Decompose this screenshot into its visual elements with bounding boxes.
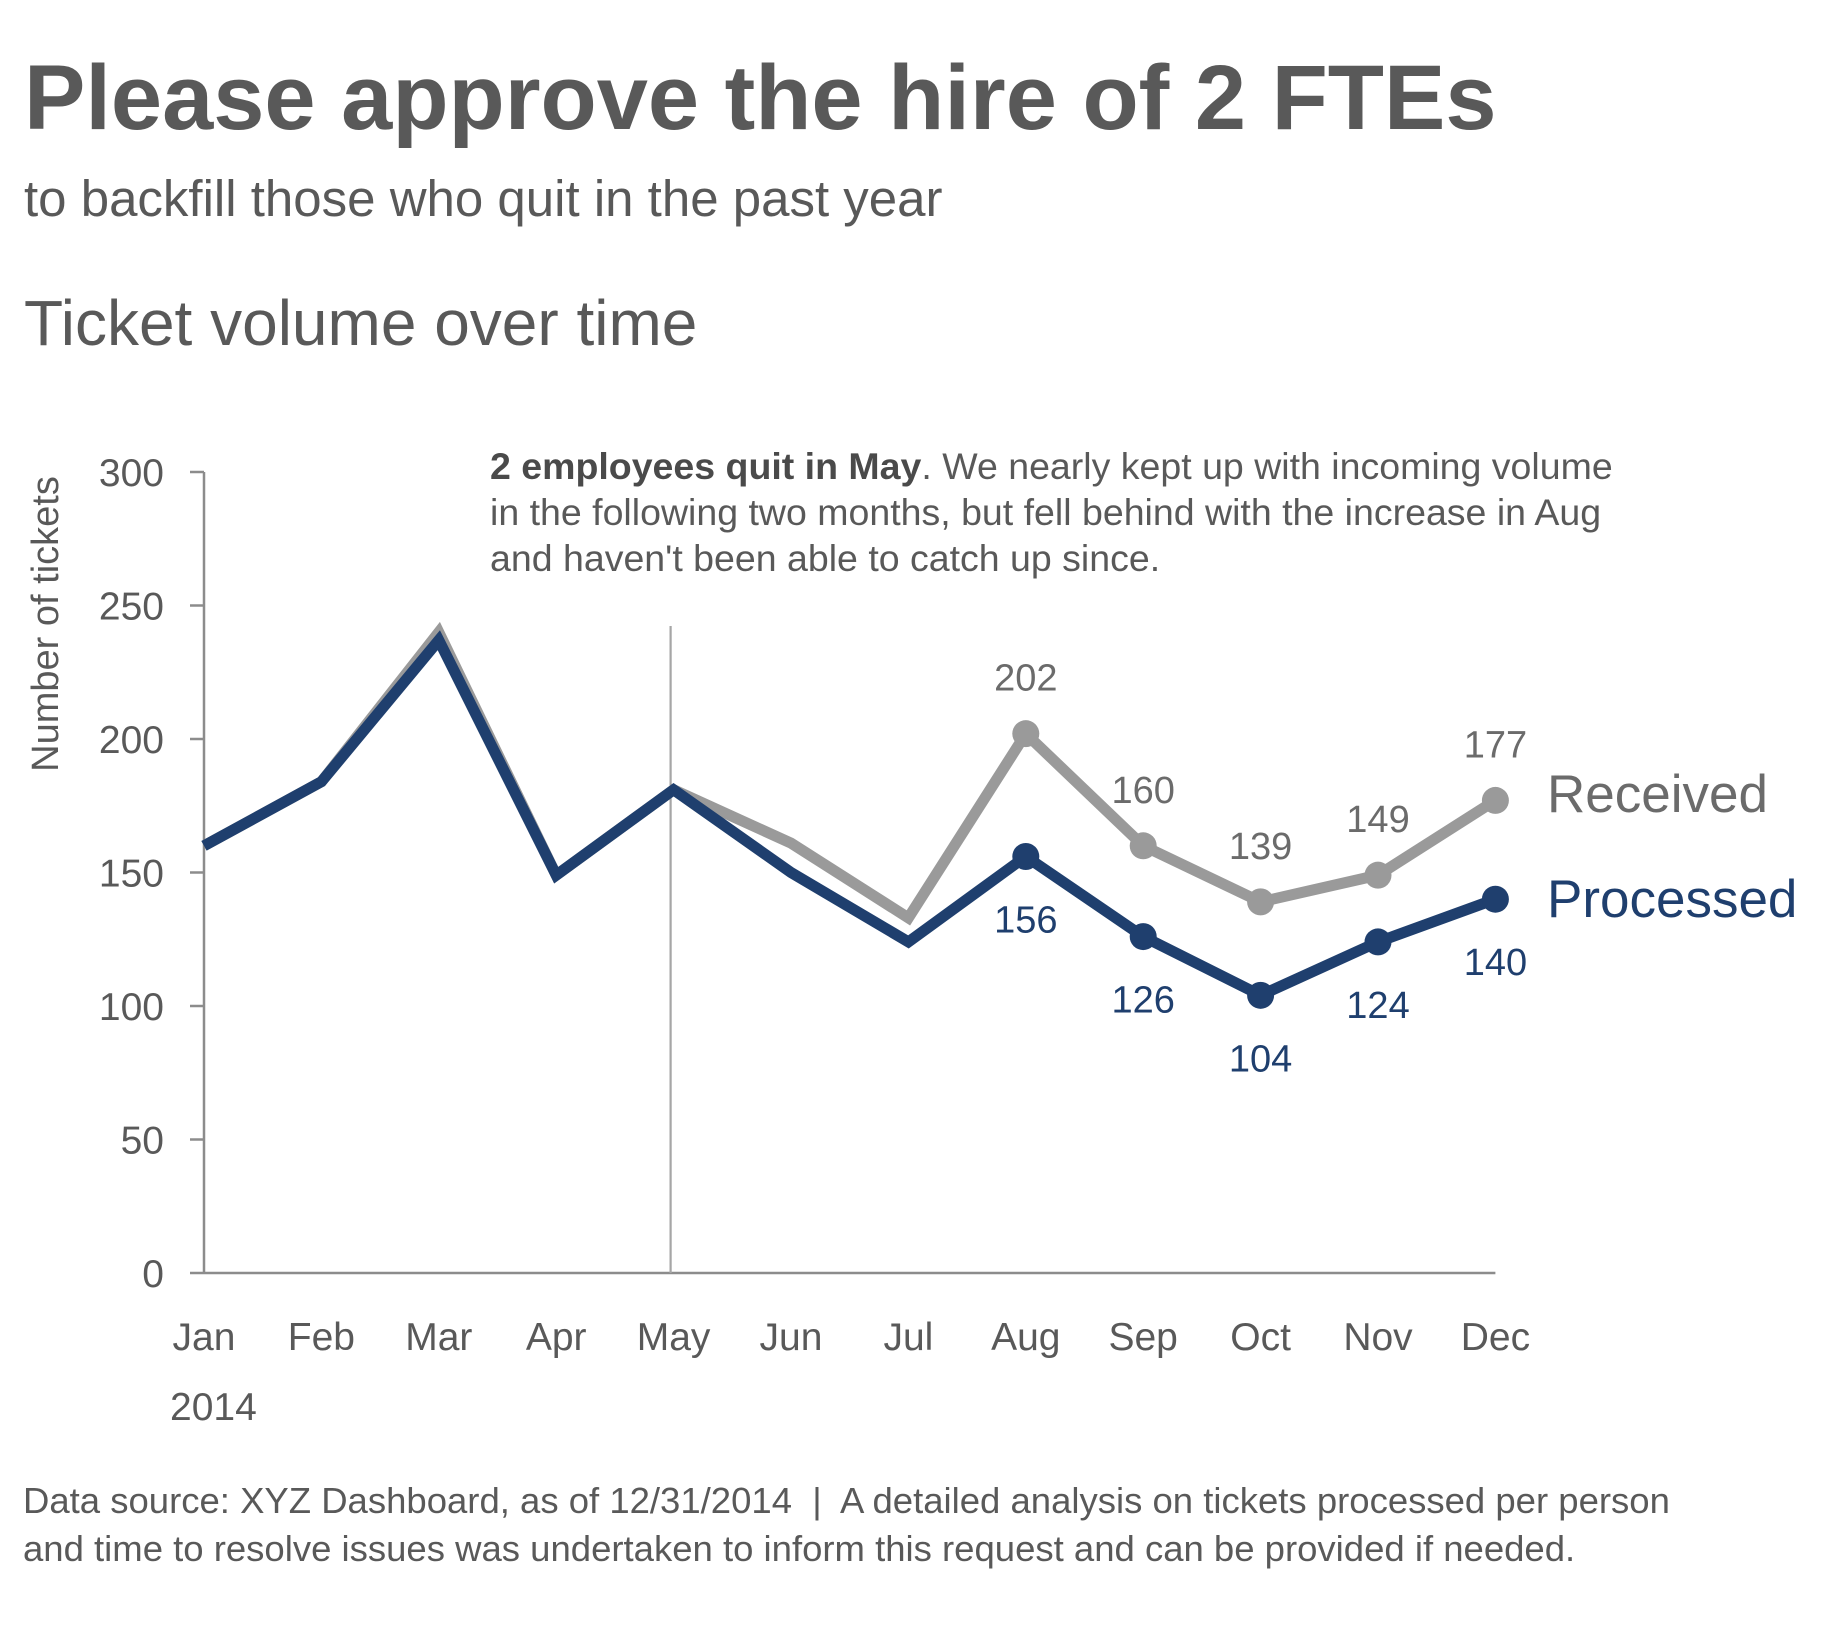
processed-marker — [1364, 928, 1392, 956]
received-line — [201, 621, 1499, 926]
received-marker — [1129, 832, 1157, 860]
x-tick-label: Dec — [1461, 1316, 1530, 1359]
y-tick-label: 300 — [99, 452, 164, 495]
x-tick-label: Jun — [760, 1316, 823, 1359]
y-tick-label: 50 — [121, 1120, 164, 1163]
received-legend-label: Received — [1547, 765, 1768, 824]
received-data-label: 177 — [1464, 724, 1527, 766]
chart-title: Ticket volume over time — [24, 287, 698, 359]
processed-data-label: 124 — [1346, 985, 1409, 1027]
processed-marker — [1012, 842, 1040, 870]
processed-data-label: 140 — [1464, 942, 1527, 984]
x-tick-label: Apr — [526, 1316, 587, 1359]
received-data-label: 149 — [1346, 799, 1409, 841]
labels-layer: 202 160 139 149 177 Received 156 126 104 124 140 Pr… — [994, 658, 1797, 1081]
y-axis-title: Number of tickets — [25, 476, 67, 772]
y-tick-label: 0 — [142, 1253, 164, 1296]
received-marker — [1481, 786, 1509, 814]
received-marker — [1364, 861, 1392, 889]
annotation-bold: 2 employees quit in May — [490, 445, 922, 487]
footer-note: Data source: XYZ Dashboard, as of 12/31/… — [23, 1477, 1670, 1573]
x-tick-label: Feb — [288, 1316, 355, 1359]
y-tick-label: 200 — [99, 719, 164, 762]
processed-marker — [1481, 885, 1509, 913]
y-tick-label: 100 — [99, 986, 164, 1029]
annotation-line-1: 2 employees quit in May. We nearly kept … — [490, 443, 1613, 489]
processed-marker — [1129, 923, 1157, 951]
received-data-label: 202 — [994, 658, 1057, 700]
received-data-label: 160 — [1111, 770, 1174, 812]
annotation-line-3: and haven't been able to catch up since. — [490, 537, 1161, 579]
page-title: Please approve the hire of 2 FTEs — [24, 47, 1497, 149]
footer-line-1: Data source: XYZ Dashboard, as of 12/31/… — [23, 1480, 1670, 1521]
received-data-label: 139 — [1229, 826, 1292, 868]
page-subtitle: to backfill those who quit in the past y… — [24, 170, 943, 227]
series-layer — [201, 621, 1509, 1009]
x-tick-label: May — [637, 1316, 711, 1359]
x-tick-label: Sep — [1108, 1316, 1177, 1359]
x-tick-label: Jul — [883, 1316, 933, 1359]
x-axis-year-label: 2014 — [170, 1386, 257, 1429]
processed-legend-label: Processed — [1547, 870, 1797, 929]
y-tick-label: 150 — [99, 853, 164, 896]
processed-data-label: 156 — [994, 899, 1057, 941]
footer-line-2: and time to resolve issues was undertake… — [23, 1528, 1576, 1569]
processed-data-label: 104 — [1229, 1038, 1292, 1080]
processed-data-label: 126 — [1111, 980, 1174, 1022]
processed-line — [201, 630, 1498, 1002]
received-marker — [1247, 888, 1275, 916]
x-tick-label: Mar — [405, 1316, 472, 1359]
annotation-line-2: in the following two months, but fell be… — [490, 491, 1602, 533]
chart-annotation: 2 employees quit in May. We nearly kept … — [490, 443, 1613, 581]
annotation-line-1-rest: . We nearly kept up with incoming volume — [921, 445, 1613, 487]
x-tick-label: Oct — [1230, 1316, 1291, 1359]
y-tick-label: 250 — [99, 586, 164, 629]
processed-marker — [1247, 981, 1275, 1009]
x-tick-label: Aug — [991, 1316, 1060, 1359]
x-tick-label: Jan — [173, 1316, 236, 1359]
axes: 0 50 100 150 200 250 300 Jan Feb Mar Apr May Jun Jul A… — [99, 452, 1530, 1359]
x-tick-label: Nov — [1343, 1316, 1413, 1359]
received-marker — [1012, 720, 1040, 748]
